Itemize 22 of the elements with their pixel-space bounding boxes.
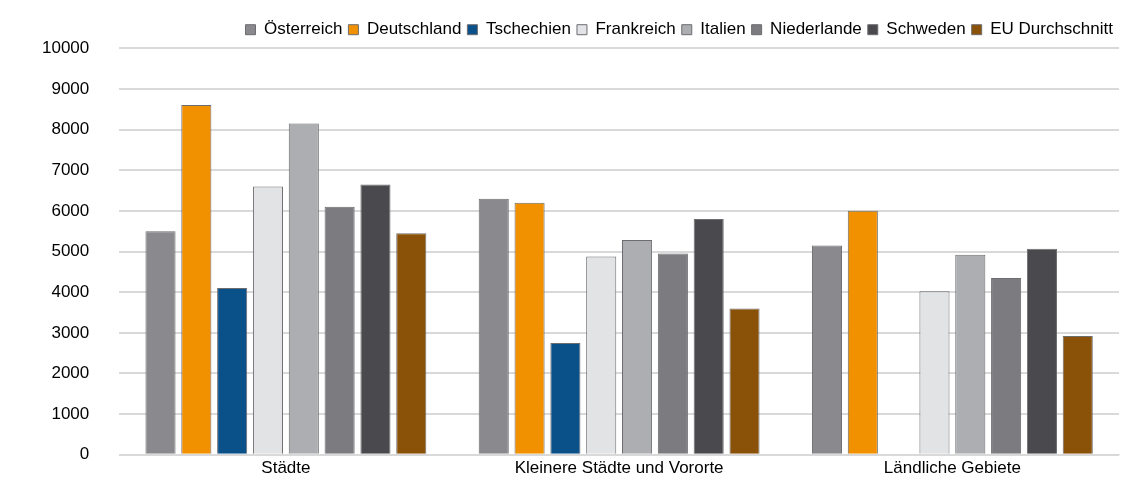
legend-label: EU Durchschnitt	[990, 19, 1114, 39]
y-tick-label: 1000	[51, 403, 90, 423]
legend-label: Tschechien	[485, 19, 571, 39]
legend-label: Österreich	[263, 19, 343, 39]
legend-label: Deutschland	[366, 19, 462, 39]
legend-label: Frankreich	[595, 19, 676, 39]
x-tick-label: Ländliche Gebiete	[883, 457, 1021, 477]
y-tick-label: 9000	[51, 78, 90, 98]
x-tick-label: Städte	[261, 457, 311, 477]
legend-label: Schweden	[886, 19, 966, 39]
y-tick-label: 2000	[51, 363, 90, 383]
legend-label: Niederlande	[770, 19, 862, 39]
y-tick-label: 7000	[51, 159, 90, 179]
legend-label: Italien	[700, 19, 746, 39]
y-tick-label: 10000	[41, 37, 90, 57]
y-tick-label: 6000	[51, 200, 90, 220]
y-tick-label: 3000	[51, 322, 90, 342]
x-tick-label: Kleinere Städte und Vororte	[514, 457, 724, 477]
y-tick-label: 8000	[51, 119, 90, 139]
y-tick-label: 5000	[51, 241, 90, 261]
y-tick-label: 4000	[51, 281, 90, 301]
y-tick-label: 0	[79, 444, 90, 464]
